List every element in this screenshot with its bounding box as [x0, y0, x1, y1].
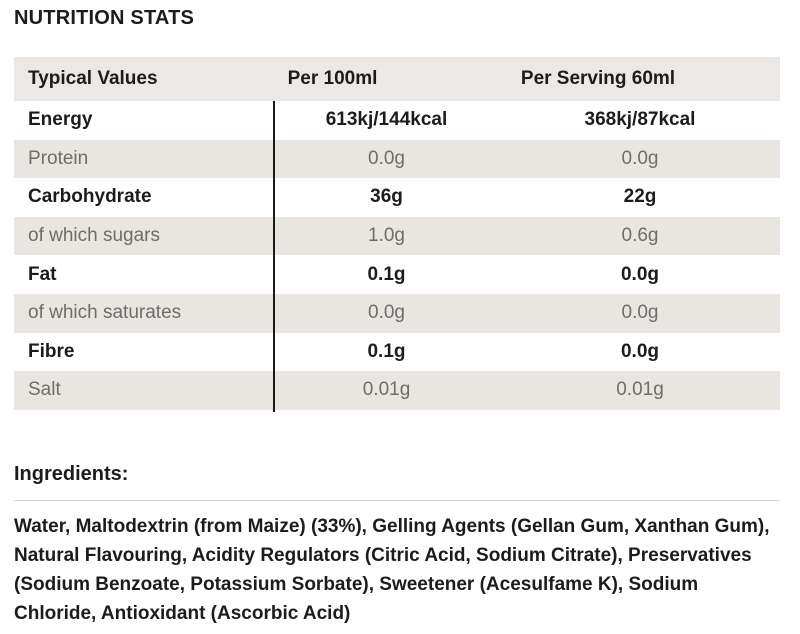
per-serving-cell: 0.0g — [621, 302, 659, 324]
per-serving-cell: 22g — [623, 186, 657, 208]
per-serving-cell: 0.6g — [621, 225, 659, 247]
row-label-cell: Energy — [28, 109, 93, 131]
per-serving-cell: 0.0g — [620, 340, 660, 362]
row-label-cell: Salt — [28, 379, 61, 401]
row-label-cell: Fibre — [28, 340, 75, 362]
ingredients-text: Water, Maltodextrin (from Maize) (33%), … — [14, 515, 770, 624]
table-row-fibre: Fibre 0.1g 0.0g — [14, 332, 780, 372]
per-100ml-cell: 0.01g — [362, 379, 411, 401]
table-row-salt: Salt 0.01g 0.01g — [14, 371, 780, 410]
header-typical-values: Typical Values — [28, 68, 158, 89]
per-serving-cell: 0.0g — [620, 263, 660, 285]
header-per-100ml: Per 100ml — [287, 68, 378, 89]
table-row-energy: Energy 613kj/144kcal 368kj/87kcal — [14, 101, 780, 140]
per-100ml-cell: 1.0g — [368, 225, 405, 247]
per-100ml-cell: 0.0g — [368, 302, 405, 324]
row-label-cell: Carbohydrate — [28, 186, 152, 208]
ingredients-title: Ingredients: — [14, 462, 129, 485]
row-label-cell: of which saturates — [28, 302, 182, 324]
row-label-cell: Fat — [28, 263, 57, 285]
per-100ml-cell: 0.0g — [368, 147, 405, 169]
row-label-cell: of which sugars — [28, 225, 161, 247]
table-header-row: Typical Values Per 100ml Per Serving 60m… — [14, 57, 780, 101]
table-row-carbohydrate: Carbohydrate 36g 22g — [14, 178, 780, 217]
table-row-fat: Fat 0.1g 0.0g — [14, 255, 780, 294]
table-row-protein: Protein 0.0g 0.0g — [14, 139, 780, 179]
table-row-sugars: of which sugars 1.0g 0.6g — [14, 216, 780, 256]
table-row-saturates: of which saturates 0.0g 0.0g — [14, 293, 780, 333]
per-100ml-cell: 0.1g — [367, 340, 406, 362]
page-title: NUTRITION STATS — [14, 7, 195, 29]
per-serving-cell: 0.01g — [616, 379, 664, 401]
header-per-serving: Per Serving 60ml — [520, 68, 676, 89]
per-100ml-cell: 613kj/144kcal — [325, 109, 448, 131]
ingredients-divider — [14, 499, 780, 501]
per-serving-cell: 0.0g — [621, 147, 659, 169]
column-divider — [273, 101, 275, 412]
row-label-cell: Protein — [28, 147, 89, 169]
nutrition-table: Typical Values Per 100ml Per Serving 60m… — [14, 57, 780, 412]
per-100ml-cell: 36g — [370, 186, 403, 208]
per-100ml-cell: 0.1g — [367, 263, 406, 285]
per-serving-cell: 368kj/87kcal — [584, 109, 696, 131]
